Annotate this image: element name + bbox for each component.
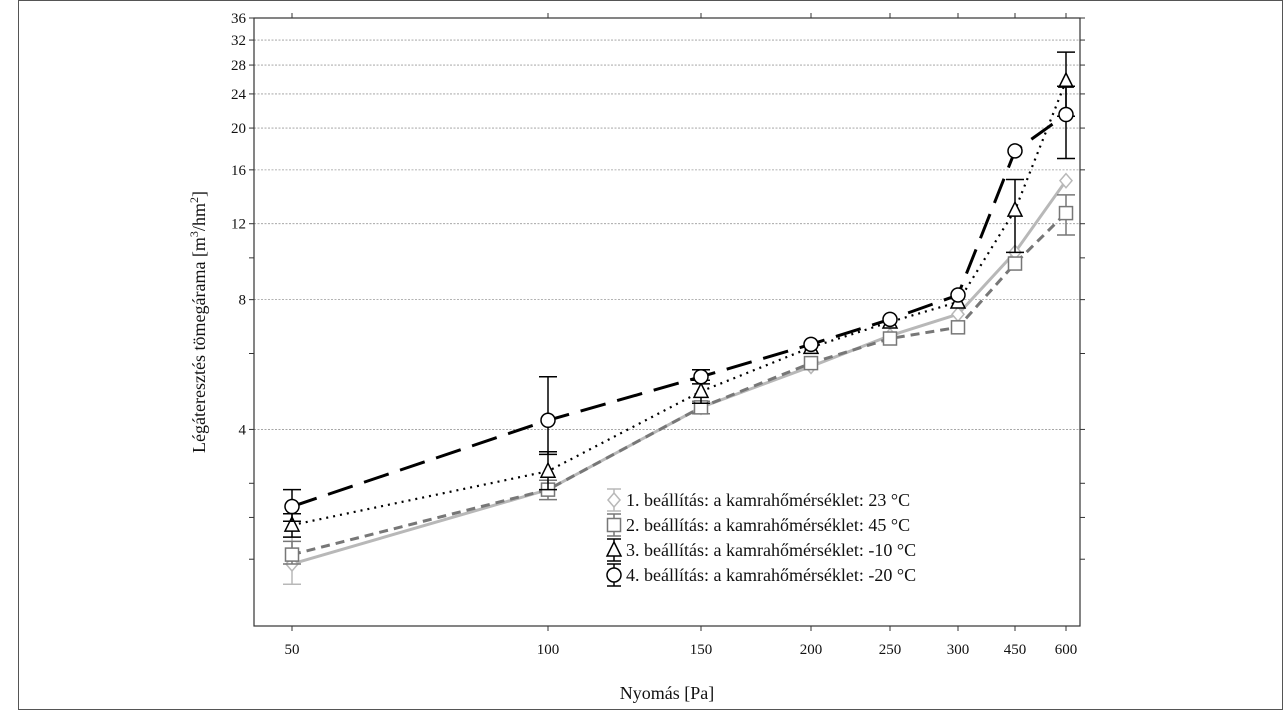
legend-symbol-marker (605, 540, 623, 557)
series-2-point (803, 355, 819, 371)
legend: 1. beállítás: a kamrahőmérséklet: 23 °C 2… (605, 488, 916, 587)
legend-item-2: 2. beállítás: a kamrahőmérséklet: 45 °C (606, 513, 910, 537)
legend-item-1: 1. beállítás: a kamrahőmérséklet: 23 °C (607, 488, 910, 512)
x-tick-label: 300 (947, 642, 970, 658)
y-tick-label: 4 (239, 422, 247, 438)
y-tick-label: 12 (231, 217, 246, 233)
legend-label: 4. beállítás: a kamrahőmérséklet: -20 °C (626, 565, 916, 585)
plot-area (253, 17, 1081, 627)
y-axis-title-sup2: 2 (187, 197, 201, 203)
series-4-point (1007, 143, 1023, 159)
series-2-point (882, 331, 898, 346)
y-tick-label: 28 (231, 58, 246, 74)
series-4 (283, 85, 1075, 522)
y-tick-label: 32 (231, 33, 246, 49)
x-tick-label: 50 (285, 642, 300, 658)
series-3-point (692, 381, 710, 399)
y-axis-title-main: Légáteresztés tömegárama [m (189, 237, 209, 453)
series-4-point (540, 412, 556, 429)
x-tick-label: 100 (537, 642, 560, 658)
series-3-point (1006, 200, 1024, 217)
y-tick-label: 24 (231, 87, 247, 103)
y-axis-title-sup1: 3 (187, 231, 201, 237)
series-3-point (283, 515, 301, 532)
legend-label: 2. beállítás: a kamrahőmérséklet: 45 °C (626, 515, 910, 535)
series-4-point (950, 287, 966, 303)
series-3-point (1057, 71, 1075, 88)
series-3-point (539, 461, 557, 478)
x-tick-label: 600 (1055, 642, 1078, 658)
legend-item-3: 3. beállítás: a kamrahőmérséklet: -10 °C (605, 538, 916, 562)
series-1-point (1059, 172, 1073, 189)
series-4-line (291, 113, 1067, 508)
grid-lines (254, 17, 1080, 430)
x-tick-label: 200 (800, 642, 823, 658)
x-tick-label: 250 (879, 642, 902, 658)
legend-symbol-marker (606, 517, 622, 533)
series-4-point (693, 368, 709, 385)
x-tick-label: 450 (1004, 642, 1027, 658)
series-2-point (284, 547, 300, 562)
y-tick-label: 16 (231, 163, 247, 179)
legend-item-4: 4. beállítás: a kamrahőmérséklet: -20 °C (606, 563, 916, 587)
series-3-line (291, 80, 1068, 527)
series-2-point (950, 320, 966, 335)
y-tick-label: 8 (239, 293, 247, 309)
axes: 4 8 12 16 20 24 28 32 36 50 100 150 200 250 300 450 600 (231, 11, 1085, 658)
y-axis-title: Légáteresztés tömegárama [m3/hm2] (187, 191, 209, 453)
y-axis-title-end: ] (189, 191, 209, 197)
legend-label: 1. beállítás: a kamrahőmérséklet: 23 °C (626, 490, 910, 510)
legend-symbol-marker (606, 567, 622, 583)
y-axis-title-mid: /hm (189, 203, 209, 231)
y-tick-label: 20 (231, 121, 246, 137)
series-4-point (1058, 106, 1074, 123)
x-tick-label: 150 (690, 642, 713, 658)
series-2-line (291, 212, 1068, 557)
series-4-point (882, 311, 898, 328)
x-axis-title: Nyomás [Pa] (620, 683, 714, 703)
series-4-point (803, 336, 819, 353)
legend-symbol-marker (607, 491, 621, 509)
series-group (283, 51, 1075, 585)
series-2-point (1007, 256, 1023, 271)
series-4-point (284, 498, 300, 515)
y-tick-label: 36 (231, 11, 247, 27)
series-2-point (1058, 205, 1074, 221)
legend-label: 3. beállítás: a kamrahőmérséklet: -10 °C (626, 540, 916, 560)
